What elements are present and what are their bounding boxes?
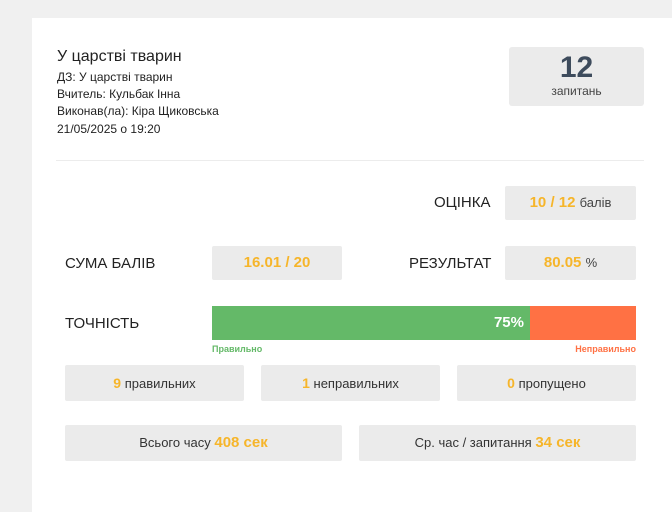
correct-count: 9 [113,375,122,391]
accuracy-bar: 75% [212,306,636,340]
score-sum-value: 16.01 / 20 [243,254,311,271]
grade-unit: балів [579,195,612,210]
questions-count-box: 12 запитань [509,47,644,106]
total-time: Всього часу 408 сек [65,425,342,461]
accuracy-correct-segment: 75% [212,306,530,340]
grade-value: 10 / 12 [529,194,576,211]
correct-legend: Правильно [212,344,263,354]
teacher-name: Вчитель: Кульбак Інна [57,87,181,101]
total-time-label: Всього часу [139,435,211,450]
average-time: Ср. час / запитання 34 сек [359,425,636,461]
result-box: 80.05 % [505,246,636,280]
score-sum-label: СУМА БАЛІВ [65,255,156,272]
incorrect-count: 1 [302,375,310,391]
skipped-count: 0 [507,375,515,391]
incorrect-stat-label: неправильних [313,376,399,391]
grade-label: ОЦІНКА [434,194,491,211]
accuracy-percent: 75% [493,314,524,331]
homework-name: ДЗ: У царстві тварин [57,70,173,84]
accuracy-incorrect-segment [530,306,636,340]
average-time-label: Ср. час / запитання [414,435,532,450]
correct-stat-label: правильних [124,376,196,391]
grade-box: 10 / 12 балів [505,186,636,220]
result-label: РЕЗУЛЬТАТ [409,255,492,272]
divider [56,160,644,161]
correct-stat: 9 правильних [65,365,244,401]
assignment-title: У царстві тварин [57,48,182,65]
score-sum-box: 16.01 / 20 [212,246,342,280]
questions-label: запитань [551,84,602,98]
result-value: 80.05 [543,254,582,271]
total-time-value: 408 сек [214,434,268,451]
skipped-stat-label: пропущено [518,376,586,391]
result-card: У царстві тварин ДЗ: У царстві тварин Вч… [32,18,672,512]
accuracy-label: ТОЧНІСТЬ [65,315,140,332]
incorrect-legend: Неправильно [575,344,636,354]
result-unit: % [585,255,598,270]
performer-name: Виконав(ла): Кіра Щиковська [57,104,219,118]
incorrect-stat: 1 неправильних [261,365,440,401]
skipped-stat: 0 пропущено [457,365,636,401]
submission-datetime: 21/05/2025 о 19:20 [57,122,161,136]
average-time-value: 34 сек [535,434,581,451]
questions-count: 12 [559,51,594,84]
